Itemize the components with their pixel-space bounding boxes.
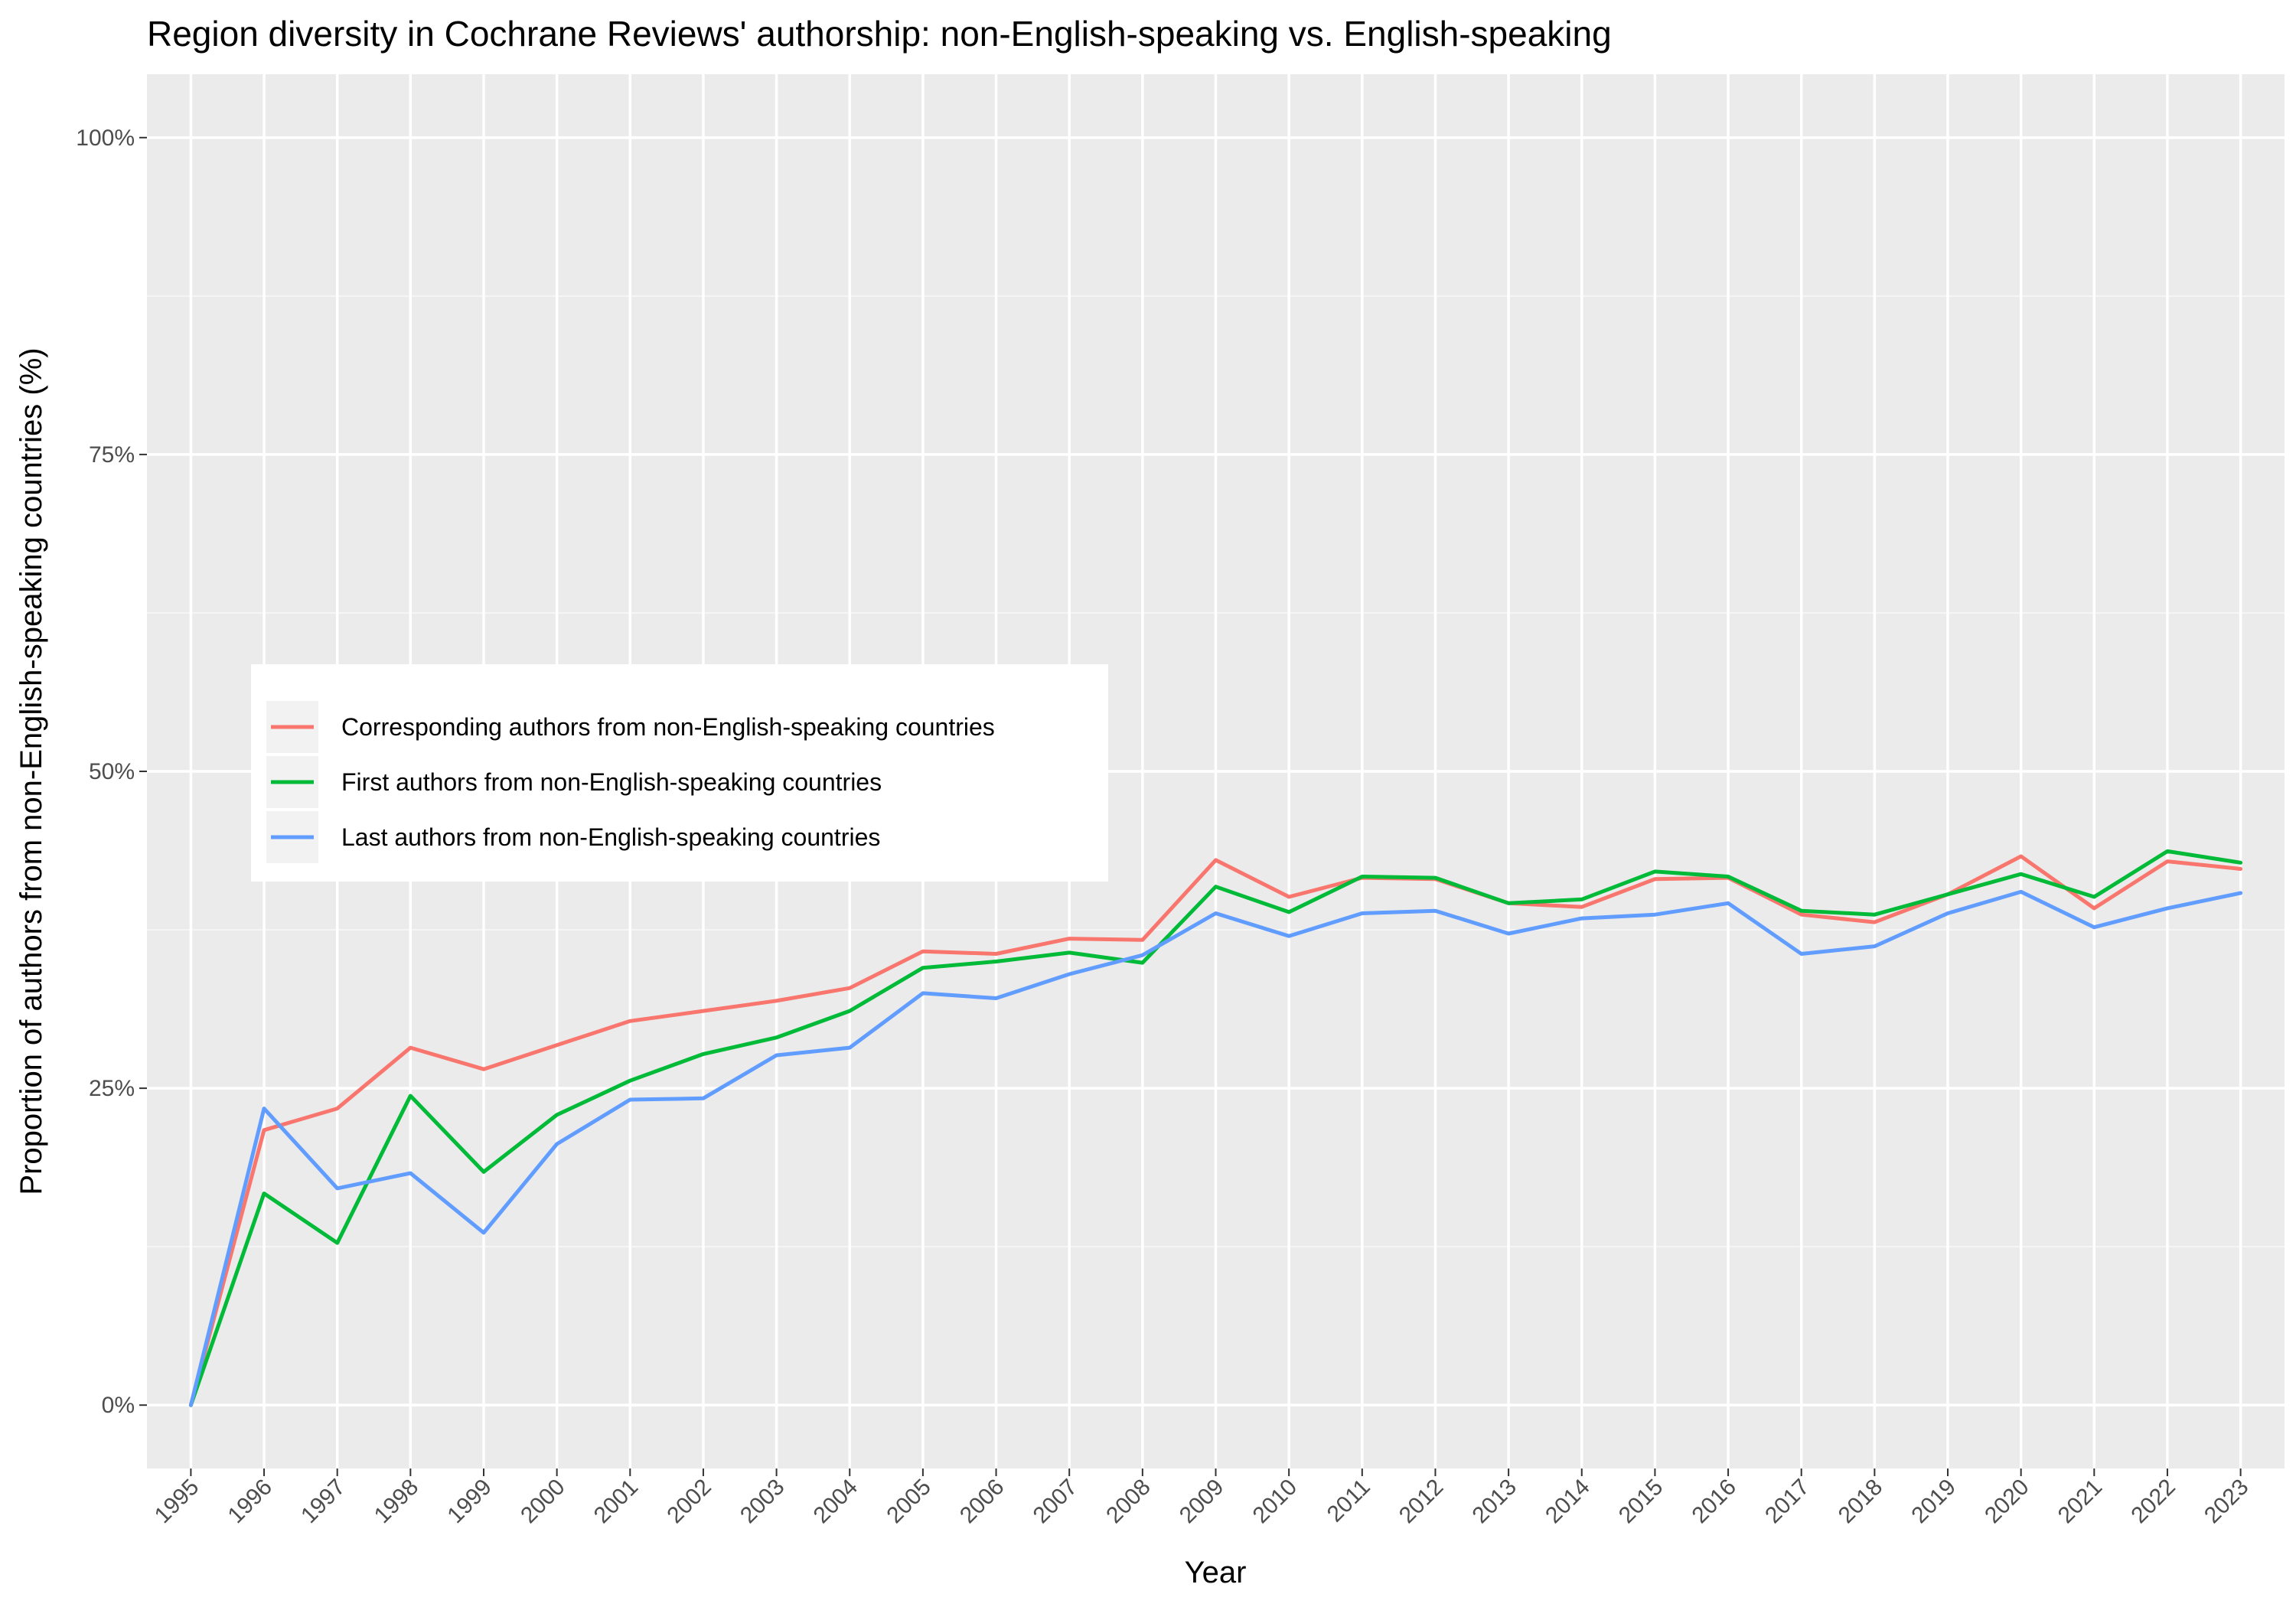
x-tick-label: 2010 [1248, 1475, 1303, 1529]
x-tick-label: 2007 [1029, 1475, 1083, 1529]
x-tick-label: 1996 [223, 1475, 277, 1529]
x-tick-label: 1999 [442, 1475, 497, 1529]
y-axis-ticks: 0% 25% 50% 75% 100% [76, 125, 147, 1418]
x-tick-label: 2014 [1541, 1475, 1595, 1529]
x-tick-label: 1998 [370, 1475, 424, 1529]
x-tick-label: 2008 [1101, 1475, 1156, 1529]
x-tick-label: 2023 [2200, 1475, 2254, 1529]
x-tick-label: 2003 [735, 1475, 790, 1529]
x-axis-ticks: 1995 1996 1997 1998 1999 2000 2001 2002 2003 2004… [150, 1468, 2254, 1528]
x-tick-label: 2012 [1394, 1475, 1449, 1529]
legend-box [251, 664, 1108, 882]
x-tick-label: 2011 [1322, 1475, 1375, 1527]
y-tick-label: 50% [89, 759, 135, 784]
x-tick-label: 2017 [1760, 1475, 1815, 1529]
x-tick-label: 2002 [662, 1475, 716, 1529]
series-line [188, 854, 2243, 1407]
legend: Corresponding authors from non-English-s… [251, 664, 1108, 882]
legend-label: Last authors from non-English-speaking c… [341, 823, 880, 851]
x-tick-label: 2009 [1175, 1475, 1229, 1529]
legend-label: First authors from non-English-speaking … [341, 768, 882, 796]
series-line [188, 889, 2243, 1407]
x-tick-label: 2006 [955, 1475, 1009, 1529]
x-axis-title: Year [1185, 1556, 1247, 1589]
y-tick-label: 75% [89, 442, 135, 468]
x-tick-label: 2021 [2053, 1475, 2108, 1529]
x-tick-label: 1995 [150, 1475, 204, 1529]
x-tick-label: 2005 [882, 1475, 936, 1529]
y-tick-label: 25% [89, 1076, 135, 1101]
x-tick-label: 2018 [1834, 1475, 1888, 1529]
x-tick-label: 2004 [809, 1475, 863, 1529]
series-lines [188, 849, 2243, 1407]
x-tick-label: 1997 [296, 1475, 351, 1529]
x-tick-label: 2019 [1906, 1475, 1961, 1529]
chart-title: Region diversity in Cochrane Reviews' au… [147, 14, 1612, 54]
y-tick-label: 0% [102, 1393, 135, 1418]
x-tick-label: 2001 [589, 1475, 644, 1529]
legend-label: Corresponding authors from non-English-s… [341, 713, 995, 741]
y-axis-title: Proportion of authors from non-English-s… [15, 347, 48, 1195]
series-line [188, 849, 2243, 1407]
x-tick-label: 2022 [2126, 1475, 2180, 1529]
x-tick-label: 2013 [1468, 1475, 1522, 1529]
x-tick-label: 2000 [516, 1475, 570, 1529]
y-tick-label: 100% [76, 125, 135, 151]
x-tick-label: 2020 [1980, 1475, 2034, 1529]
x-tick-label: 2016 [1687, 1475, 1741, 1529]
x-tick-label: 2015 [1614, 1475, 1668, 1529]
